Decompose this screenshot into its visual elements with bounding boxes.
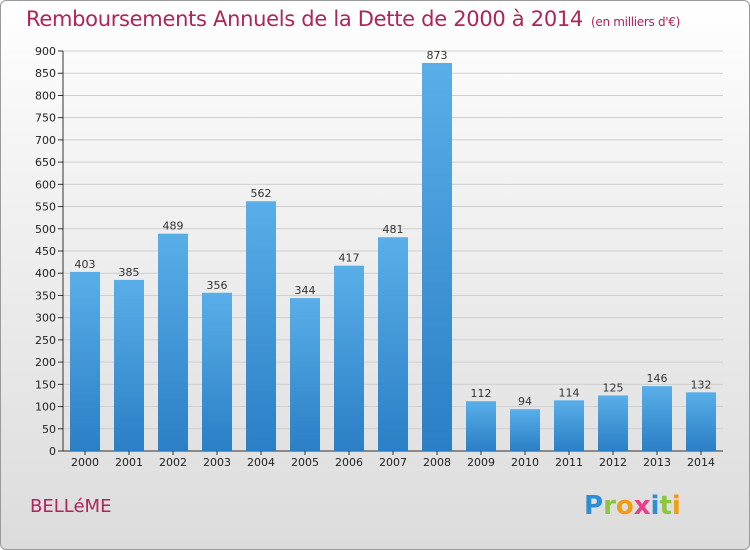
bar-value-label: 94 [518,395,532,408]
bar-value-label: 403 [75,258,96,271]
bar [114,279,144,451]
y-tick-label: 50 [42,423,56,436]
y-tick-label: 750 [35,112,56,125]
chart-unit: (en milliers d'€) [591,15,681,29]
y-tick-label: 400 [35,267,56,280]
y-tick-label: 250 [35,334,56,347]
y-tick-label: 500 [35,223,56,236]
x-tick-label: 2003 [203,456,231,469]
x-tick-label: 2014 [687,456,715,469]
bar [642,386,672,451]
y-tick-label: 0 [49,445,56,458]
bar [334,265,364,451]
y-tick-label: 900 [35,45,56,58]
x-tick-label: 2008 [423,456,451,469]
y-tick-label: 300 [35,312,56,325]
x-tick-label: 2009 [467,456,495,469]
bar-value-label: 873 [427,49,448,62]
brand-logo-letter: r [603,491,616,521]
y-tick-label: 150 [35,378,56,391]
y-tick-label: 700 [35,134,56,147]
x-tick-label: 2005 [291,456,319,469]
brand-logo-letter: P [584,491,604,521]
x-tick-label: 2002 [159,456,187,469]
bars [70,63,716,451]
bar [422,63,452,451]
data-labels: 403 385 489 356 562 344 417 481 873 112 94 114 125 14… [75,49,712,408]
x-tick-label: 2013 [643,456,671,469]
bar [554,400,584,451]
y-tick-label: 800 [35,89,56,102]
bar [686,392,716,451]
x-tick-label: 2012 [599,456,627,469]
chart-title-text: Remboursements Annuels de la Dette de 20… [26,7,583,31]
x-tick-label: 2000 [71,456,99,469]
bar-value-label: 114 [559,386,580,399]
x-tick-label: 2004 [247,456,275,469]
brand-logo[interactable]: Proxiti [584,491,681,521]
bar-value-label: 481 [383,223,404,236]
y-tick-label: 450 [35,245,56,258]
bar [466,401,496,451]
y-tick-label: 650 [35,156,56,169]
brand-logo-letter: o [615,491,634,521]
bar-value-label: 385 [119,266,140,279]
bar-value-label: 344 [295,284,316,297]
y-tick-label: 200 [35,356,56,369]
y-tick-label: 850 [35,67,56,80]
bar-value-label: 125 [603,381,624,394]
commune-name: BELLéME [30,496,112,517]
y-tick-label: 100 [35,401,56,414]
chart-title: Remboursements Annuels de la Dette de 20… [26,7,680,31]
bar [202,292,232,451]
brand-logo-letter: x [633,491,651,521]
brand-logo-letter: i [671,491,681,521]
bar [290,298,320,451]
bar-value-label: 146 [647,372,668,385]
x-tick-label: 2010 [511,456,539,469]
bar-value-label: 356 [207,279,228,292]
y-tick-label: 350 [35,289,56,302]
bar [510,409,540,451]
y-tick-label: 600 [35,178,56,191]
brand-logo-letter: i [650,491,660,521]
bar [70,271,100,451]
bar-value-label: 489 [163,220,184,233]
brand-logo-letter: t [659,491,672,521]
x-tick-label: 2011 [555,456,583,469]
bar [246,201,276,451]
bar [378,237,408,451]
x-tick-label: 2006 [335,456,363,469]
bar [598,395,628,451]
bar-value-label: 112 [471,387,492,400]
bar-value-label: 417 [339,252,360,265]
x-tick-label: 2001 [115,456,143,469]
y-tick-label: 550 [35,201,56,214]
bar [158,233,188,451]
bar-value-label: 132 [691,378,712,391]
bar-value-label: 562 [251,187,272,200]
x-tick-label: 2007 [379,456,407,469]
axes: 0 50 100 150 200 250 300 350 400 450 500 550 600 650 7… [35,45,723,469]
